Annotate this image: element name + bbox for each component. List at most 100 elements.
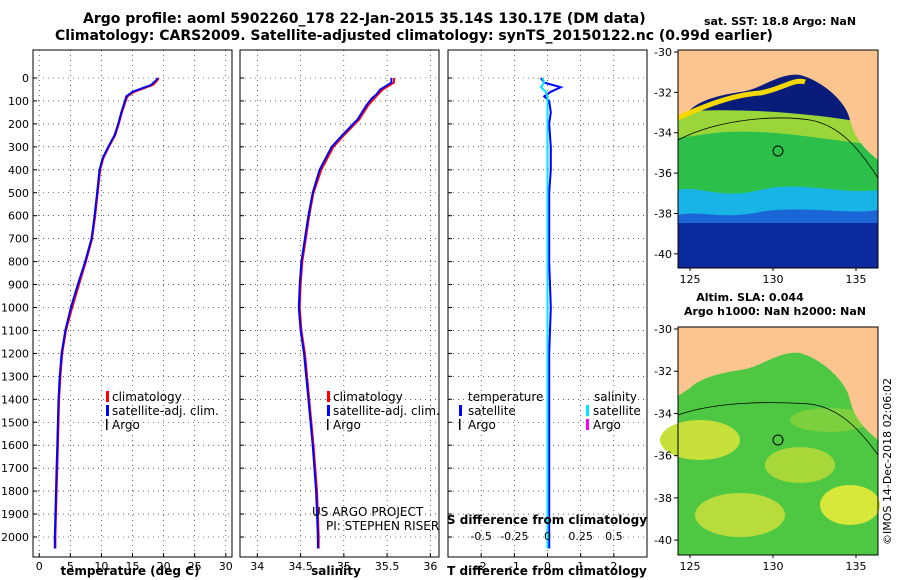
map-x-label: 125 [680,273,701,286]
x-tick-label: 30 [219,560,233,573]
series-climatology [298,78,395,549]
legend-s-argo: Argo [593,418,621,432]
sst-map [676,49,879,269]
map-y-label: -36 [654,167,672,180]
x-tick-label: 5 [67,560,74,573]
salinity-xlabel: salinity [311,564,361,578]
legend-swatch-t-argo [459,419,461,430]
x-tick-label: 0 [36,560,43,573]
legend-climatology: climatology [333,390,403,404]
difference-salinity-legend: salinity satellite Argo [586,390,641,432]
sla-blob-2 [765,447,835,483]
map-y-label: -36 [654,450,672,463]
y-tick-label: 900 [8,279,29,292]
salinity-legend: climatology satellite-adj. clim. Argo [327,390,440,432]
sst-deep-zone [678,215,878,268]
y-tick-label: 0 [22,72,29,85]
x-tick-label: 2 [610,560,617,573]
legend-temperature-heading: temperature [468,390,543,404]
sla-blob-3 [695,493,785,537]
sla-map [660,326,880,556]
y-tick-label: 1700 [1,462,29,475]
sla-float-marker [772,434,784,446]
legend-climatology: climatology [112,390,182,404]
y-tick-label: 1300 [1,370,29,383]
sla-blob-1 [660,420,740,460]
map-y-label: -40 [654,534,672,547]
legend-swatch-satellite [327,405,330,416]
difference-temperature-legend: temperature satellite Argo [459,390,543,432]
series-t-satellite [540,77,564,549]
x-tick-label: 34.5 [288,560,313,573]
x-tick-label: 20 [157,560,171,573]
legend-t-satellite: satellite [468,404,516,418]
sla-map-title1: Altim. SLA: 0.044 [696,291,804,304]
salinity-panel-frame [239,49,440,558]
temperature-legend: climatology satellite-adj. clim. Argo [106,390,219,432]
series-s-satellite [539,77,549,549]
legend-satellite: satellite-adj. clim. [112,404,219,418]
x-tick-label: -1 [509,560,520,573]
sla-map-title2: Argo h1000: NaN h2000: NaN [684,305,866,318]
y-tick-label: 500 [8,187,29,200]
series-satellite-adj-clim- [53,77,159,549]
s-tick-label: -0.25 [500,530,528,543]
s-tick-label: 0.5 [605,530,623,543]
map-y-label: -34 [654,407,672,420]
sst-coastal-warm-strip [676,78,806,121]
y-tick-label: 800 [8,256,29,269]
x-tick-label: 25 [188,560,202,573]
map-y-label: -32 [654,365,672,378]
sla-blob-5 [790,408,870,432]
map-x-label: 135 [846,560,867,573]
y-tick-label: 200 [8,118,29,131]
legend-swatch-argo [327,419,329,430]
y-tick-label: 100 [8,95,29,108]
australia-land [678,327,878,440]
legend-argo: Argo [333,418,361,432]
series-satellite-adj-clim- [297,78,393,549]
map-y-label: -30 [654,46,672,59]
x-tick-label: 1 [577,560,584,573]
y-tick-label: 1900 [1,508,29,521]
y-tick-label: 1600 [1,439,29,452]
legend-satellite: satellite-adj. clim. [333,404,440,418]
y-tick-label: 700 [8,233,29,246]
sst-map-title: sat. SST: 18.8 Argo: NaN [704,15,856,28]
s-tick-label: 0.25 [568,530,593,543]
y-tick-label: 2000 [1,531,29,544]
sst-shelf-contour [677,117,879,179]
sst-warm-band [678,110,878,145]
legend-swatch-climatology [327,391,330,402]
x-tick-label: 35 [337,560,351,573]
sst-map-frame [677,49,879,269]
sst-green-zone [678,125,878,194]
legend-s-satellite: satellite [593,404,641,418]
legend-swatch-climatology [106,391,109,402]
map-y-label: -38 [654,207,672,220]
y-tick-label: 600 [8,210,29,223]
map-y-label: -32 [654,86,672,99]
legend-t-argo: Argo [468,418,496,432]
imos-credit: ©IMOS 14-Dec-2018 02:06:02 [881,378,894,545]
x-tick-label: 0 [544,560,551,573]
map-y-label: -34 [654,127,672,140]
x-tick-label: 35.5 [375,560,400,573]
plot-title-line1: Argo profile: aoml 5902260_178 22-Jan-20… [83,11,646,27]
s-difference-xlabel: S difference from climatology [447,513,647,527]
x-tick-label: 36 [423,560,437,573]
map-x-label: 130 [763,273,784,286]
y-tick-label: 1000 [1,302,29,315]
project-annotation: US ARGO PROJECT [312,505,424,519]
x-tick-label: 15 [126,560,140,573]
sst-float-marker [772,145,784,157]
map-y-label: -40 [654,248,672,261]
legend-swatch-s-argo [586,419,589,430]
x-tick-label: 10 [94,560,108,573]
y-tick-label: 1400 [1,393,29,406]
map-x-label: 135 [846,273,867,286]
y-tick-label: 1200 [1,347,29,360]
pi-annotation: PI: STEPHEN RISER [326,519,439,533]
x-tick-label: 34 [250,560,264,573]
